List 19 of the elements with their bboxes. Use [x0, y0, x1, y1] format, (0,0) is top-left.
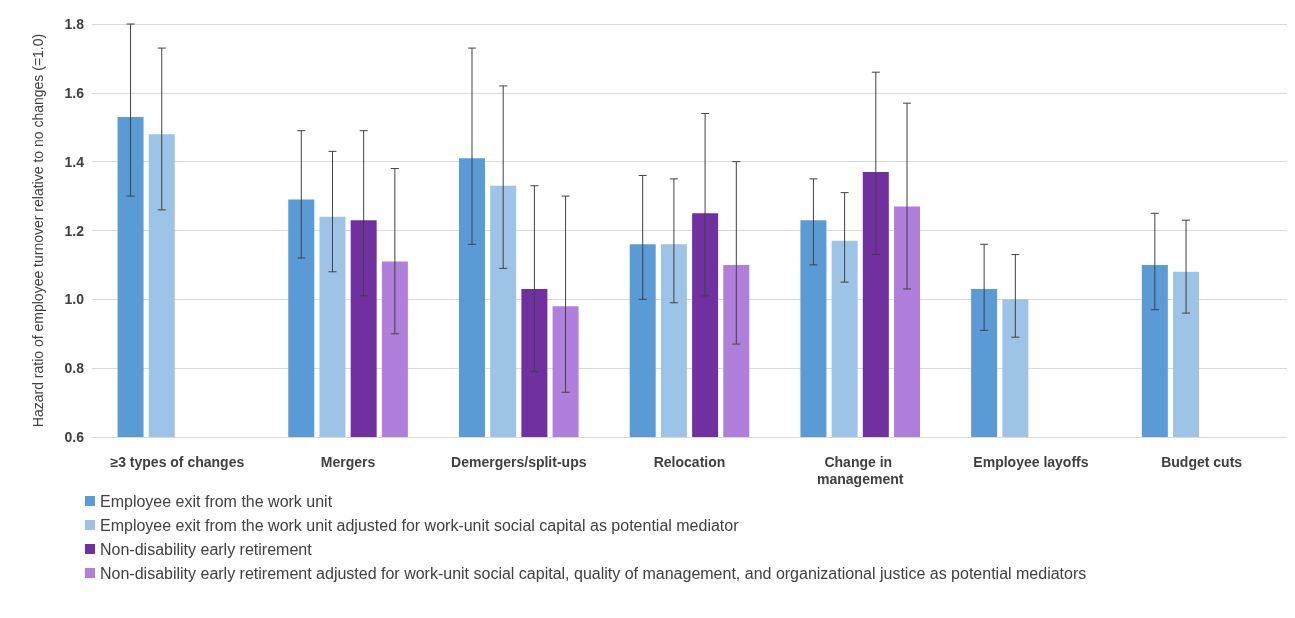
y-tick-label: 1.8	[64, 16, 85, 32]
y-tick-label: 1.2	[64, 222, 85, 239]
x-tick-label: Mergers	[320, 453, 376, 470]
x-tick-label: ≥3 types of changes	[110, 453, 245, 470]
y-tick-label: 0.8	[64, 360, 85, 377]
y-tick-label: 0.6	[64, 429, 85, 445]
x-tick-label: Demergers/split-ups	[451, 453, 587, 470]
legend-label: Employee exit from the work unit	[100, 492, 333, 510]
x-tick-label: Change in management	[817, 453, 904, 487]
y-tick-label: 1.4	[64, 153, 85, 170]
x-tick-label: Employee layoffs	[973, 453, 1089, 470]
y-tick-label: 1.6	[64, 84, 85, 101]
x-tick-label: Budget cuts	[1161, 453, 1243, 470]
y-axis-title: Hazard ratio of employee turnover relative to no changes (=1.0)	[29, 33, 46, 428]
legend-label: Non-disability early retirement adjusted for work-unit social capital, quality of management, and organizational justice as potential mediators	[100, 564, 1087, 582]
x-tick-label: Relocation	[653, 453, 726, 470]
legend-label: Employee exit from the work unit adjusted for work-unit social capital as potential mediator	[100, 516, 740, 534]
y-tick-label: 1.0	[64, 291, 85, 308]
legend-label: Non-disability early retirement	[100, 540, 313, 558]
